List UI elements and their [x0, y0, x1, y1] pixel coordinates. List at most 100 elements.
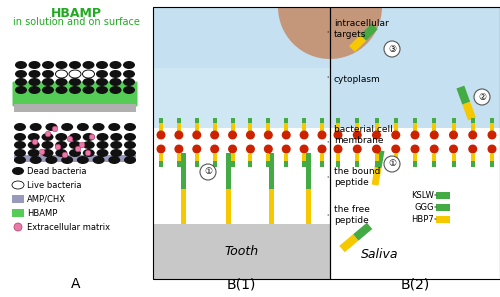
Circle shape — [470, 140, 475, 144]
Bar — [195, 161, 199, 167]
Bar — [195, 123, 199, 130]
Bar — [230, 123, 234, 130]
Ellipse shape — [123, 78, 135, 86]
Circle shape — [228, 130, 237, 140]
Ellipse shape — [69, 133, 81, 141]
Bar — [436, 192, 450, 198]
Bar — [159, 154, 163, 161]
Bar — [471, 154, 475, 161]
Ellipse shape — [28, 70, 40, 78]
Bar — [226, 153, 230, 189]
Circle shape — [410, 130, 420, 140]
Bar — [436, 216, 450, 222]
Ellipse shape — [69, 86, 81, 94]
Circle shape — [210, 145, 219, 154]
Ellipse shape — [83, 141, 95, 149]
Bar — [302, 123, 306, 130]
Bar — [394, 118, 398, 123]
Bar — [490, 154, 494, 161]
Bar — [284, 123, 288, 130]
Circle shape — [159, 140, 163, 144]
Ellipse shape — [28, 61, 40, 69]
Text: B(2): B(2) — [400, 277, 430, 291]
Bar — [336, 118, 340, 123]
Ellipse shape — [55, 133, 67, 141]
Ellipse shape — [110, 70, 122, 78]
Circle shape — [318, 130, 326, 140]
Ellipse shape — [110, 86, 122, 94]
Circle shape — [284, 140, 288, 144]
Text: HBAMP: HBAMP — [50, 7, 102, 20]
Ellipse shape — [108, 156, 120, 164]
Text: Dead bacteria: Dead bacteria — [27, 167, 86, 176]
Ellipse shape — [124, 141, 136, 149]
Bar — [230, 154, 234, 161]
Circle shape — [192, 145, 202, 154]
Bar — [159, 161, 163, 167]
Circle shape — [85, 150, 91, 156]
Ellipse shape — [124, 156, 136, 164]
Ellipse shape — [15, 86, 27, 94]
Bar — [177, 123, 181, 130]
Bar — [330, 207, 500, 279]
Bar — [284, 161, 288, 167]
Text: the bound
peptide: the bound peptide — [328, 167, 380, 187]
Ellipse shape — [82, 86, 94, 94]
Bar — [153, 68, 330, 128]
Bar — [471, 118, 475, 123]
Bar — [330, 128, 500, 207]
Ellipse shape — [28, 78, 40, 86]
Circle shape — [230, 140, 235, 144]
Bar — [284, 118, 288, 123]
Ellipse shape — [124, 149, 136, 157]
Circle shape — [468, 145, 477, 154]
Circle shape — [336, 140, 340, 144]
Circle shape — [75, 146, 81, 152]
Bar — [266, 161, 270, 167]
Bar — [355, 123, 359, 130]
Ellipse shape — [96, 78, 108, 86]
Bar — [177, 118, 181, 123]
Bar — [248, 154, 252, 161]
Ellipse shape — [56, 78, 68, 86]
Text: ③: ③ — [388, 45, 396, 53]
Bar — [432, 154, 436, 161]
Bar — [355, 154, 359, 161]
Circle shape — [413, 140, 417, 144]
Text: Live bacteria: Live bacteria — [27, 181, 82, 189]
Bar — [153, 128, 330, 224]
Bar — [336, 161, 340, 167]
Bar — [266, 118, 270, 123]
Circle shape — [394, 140, 398, 144]
Circle shape — [488, 145, 496, 154]
Ellipse shape — [82, 61, 94, 69]
Circle shape — [334, 145, 342, 154]
Ellipse shape — [14, 156, 26, 164]
Ellipse shape — [69, 149, 81, 157]
Ellipse shape — [110, 149, 122, 157]
Ellipse shape — [110, 133, 122, 141]
Circle shape — [282, 145, 290, 154]
Ellipse shape — [77, 123, 89, 131]
Bar — [413, 154, 417, 161]
Ellipse shape — [15, 78, 27, 86]
Bar — [374, 154, 378, 161]
Ellipse shape — [124, 123, 136, 131]
Circle shape — [374, 140, 378, 144]
Bar — [336, 154, 340, 161]
Ellipse shape — [110, 61, 122, 69]
Circle shape — [266, 140, 270, 144]
Bar — [432, 123, 436, 130]
Bar — [490, 123, 494, 130]
Bar — [159, 118, 163, 123]
Ellipse shape — [14, 141, 26, 149]
Circle shape — [318, 145, 326, 154]
Ellipse shape — [110, 78, 122, 86]
Circle shape — [194, 140, 199, 144]
Bar — [374, 123, 378, 130]
Circle shape — [430, 145, 439, 154]
Bar — [284, 154, 288, 161]
Circle shape — [79, 142, 85, 148]
Circle shape — [384, 41, 400, 57]
Bar — [320, 154, 324, 161]
